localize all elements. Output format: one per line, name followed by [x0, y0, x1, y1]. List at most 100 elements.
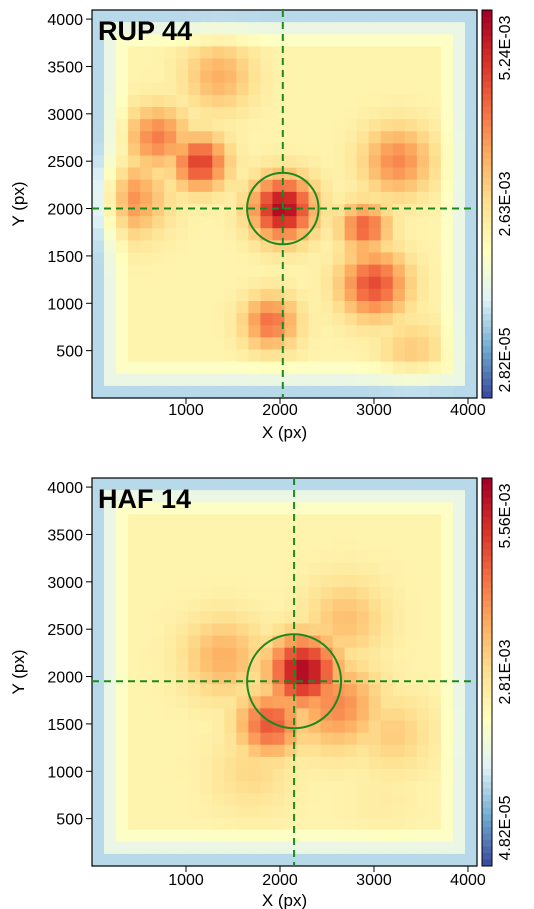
- heatmap-cell: [452, 696, 466, 709]
- heatmap-cell: [428, 313, 442, 326]
- heatmap-cell: [224, 635, 237, 649]
- heatmap-cell: [320, 575, 334, 588]
- heatmap-cell: [200, 191, 213, 205]
- heatmap-cell: [464, 264, 478, 278]
- heatmap-cell: [248, 562, 262, 576]
- heatmap-cell: [140, 599, 153, 612]
- heatmap-cell: [332, 155, 346, 169]
- heatmap-cell: [152, 240, 165, 254]
- heatmap-cell: [320, 805, 334, 819]
- colorbar-step: [482, 339, 492, 347]
- heatmap-cell: [440, 22, 454, 35]
- heatmap-cell: [188, 781, 201, 794]
- heatmap-cell: [464, 502, 478, 515]
- heatmap-cell: [404, 373, 418, 387]
- heatmap-cell: [296, 216, 310, 229]
- heatmap-cell: [296, 647, 310, 661]
- heatmap-cell: [464, 119, 478, 132]
- heatmap-cell: [152, 191, 165, 205]
- heatmap-cell: [92, 155, 105, 169]
- heatmap-cell: [356, 143, 370, 157]
- heatmap-cell: [128, 94, 141, 108]
- heatmap-cell: [140, 276, 153, 290]
- heatmap-cell: [176, 34, 189, 47]
- heatmap-cell: [428, 769, 442, 782]
- heatmap-cell: [320, 538, 334, 552]
- heatmap-cell: [464, 829, 478, 843]
- heatmap-cell: [260, 34, 274, 47]
- heatmap-cell: [380, 623, 394, 637]
- colorbar-step: [482, 620, 492, 628]
- heatmap-cell: [200, 829, 213, 843]
- heatmap-cell: [452, 240, 466, 254]
- heatmap-cell: [380, 684, 394, 697]
- heatmap-cell: [104, 34, 117, 47]
- heatmap-cell: [428, 538, 442, 552]
- heatmap-cell: [308, 587, 322, 600]
- heatmap-cell: [392, 575, 406, 588]
- heatmap-cell: [392, 58, 406, 72]
- core-radius-circle: [246, 171, 320, 246]
- heatmap-cell: [428, 562, 442, 576]
- heatmap-cell: [284, 684, 298, 697]
- heatmap-cell: [152, 373, 165, 387]
- heatmap-cell: [368, 58, 382, 72]
- heatmap-cell: [176, 264, 189, 278]
- heatmap-cell: [104, 599, 117, 612]
- heatmap-cell: [104, 385, 117, 399]
- colorbar-step: [482, 801, 492, 809]
- heatmap-cell: [344, 769, 358, 782]
- heatmap-cell: [392, 107, 406, 120]
- heatmap-cell: [416, 10, 430, 23]
- heatmap-cell: [344, 34, 358, 47]
- heatmap-cell: [392, 361, 406, 375]
- panel-title: HAF 14: [98, 484, 191, 514]
- heatmap-cell: [248, 672, 262, 685]
- heatmap-cell: [200, 204, 213, 217]
- heatmap-cell: [464, 313, 478, 326]
- heatmap-cell: [188, 361, 201, 375]
- heatmap-cell: [284, 373, 298, 387]
- heatmap-cell: [284, 337, 298, 351]
- heatmap-cell: [416, 732, 430, 746]
- heatmap-cell: [332, 34, 346, 47]
- heatmap-cell: [344, 216, 358, 229]
- colorbar-step: [482, 145, 492, 153]
- heatmap-cell: [320, 34, 334, 47]
- heatmap-cell: [344, 313, 358, 326]
- heatmap-cell: [356, 611, 370, 625]
- heatmap-cell: [152, 526, 165, 540]
- heatmap-cell: [104, 611, 117, 625]
- heatmap-cell: [296, 526, 310, 540]
- heatmap-cell: [332, 793, 346, 806]
- heatmap-cell: [344, 708, 358, 722]
- heatmap-cell: [128, 288, 141, 302]
- heatmap-cell: [440, 119, 454, 132]
- heatmap-cell: [440, 732, 454, 746]
- heatmap-cell: [320, 744, 334, 758]
- heatmap-cell: [224, 82, 237, 96]
- heatmap-cell: [380, 526, 394, 540]
- heatmap-cell: [272, 599, 286, 612]
- heatmap-cell: [440, 10, 454, 23]
- heatmap-cell: [296, 550, 310, 564]
- heatmap-cell: [212, 841, 225, 855]
- heatmap-cell: [200, 361, 213, 375]
- heatmap-cell: [404, 708, 418, 722]
- heatmap-cell: [332, 611, 346, 625]
- heatmap-cell: [380, 82, 394, 96]
- heatmap-cell: [152, 647, 165, 661]
- heatmap-cell: [260, 22, 274, 35]
- heatmap-cell: [116, 228, 129, 241]
- heatmap-cell: [320, 252, 334, 266]
- heatmap-cell: [248, 155, 262, 169]
- heatmap-cell: [284, 550, 298, 564]
- heatmap-cell: [416, 793, 430, 806]
- heatmap-cell: [236, 841, 250, 855]
- heatmap-cell: [296, 538, 310, 552]
- heatmap-cell: [284, 841, 298, 855]
- heatmap-cell: [440, 684, 454, 697]
- heatmap-cell: [92, 337, 105, 351]
- heatmap-cell: [368, 514, 382, 528]
